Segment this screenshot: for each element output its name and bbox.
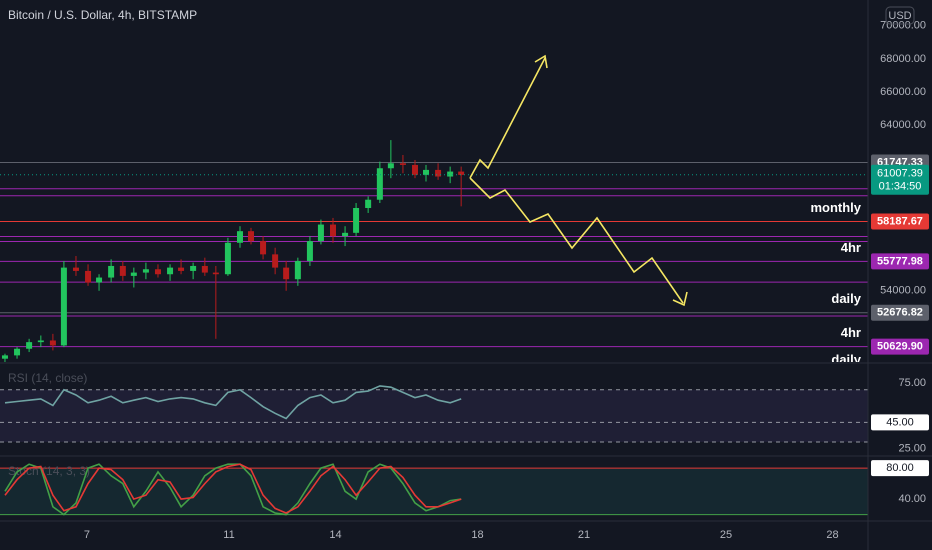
candle-body — [317, 224, 324, 242]
level-note: daily — [831, 352, 861, 367]
candle-body — [329, 224, 336, 237]
candle-body — [387, 163, 394, 169]
indicator-line — [4, 385, 462, 420]
x-tick-label: 21 — [578, 529, 590, 541]
arrow-head — [672, 291, 688, 307]
candle-body — [49, 340, 56, 346]
y-tick-label: 66000.00 — [880, 86, 926, 98]
y-tick-label: 68000.00 — [880, 53, 926, 65]
y-tick-label: 64000.00 — [880, 119, 926, 131]
level-note: 4hr — [841, 240, 861, 255]
y-tick-label: 25.00 — [898, 442, 926, 454]
level-label: 52676.82 — [877, 307, 923, 319]
candle-body — [353, 207, 360, 233]
candle-body — [154, 269, 161, 275]
projection-arrows — [469, 54, 688, 307]
level-label-bg — [871, 253, 929, 270]
candle-body — [260, 241, 267, 255]
candle-body — [96, 277, 103, 283]
indicator-line — [4, 463, 462, 514]
candle-body — [26, 342, 33, 349]
level-label-bg — [871, 213, 929, 230]
candle-body — [167, 267, 174, 275]
y-tick-label: 54000.00 — [880, 285, 926, 297]
candle-body — [212, 272, 219, 275]
indicator-line — [4, 463, 462, 516]
candle-body — [119, 265, 126, 276]
candle-body — [399, 163, 406, 165]
main-pane: monthly 4hr daily 4hr daily — [0, 140, 868, 367]
y-tick-label: 40.00 — [898, 493, 926, 505]
tick-highlight — [871, 414, 929, 431]
arrow-head — [534, 54, 548, 69]
level-note: monthly — [810, 200, 861, 215]
candle-body — [412, 164, 419, 175]
candle-body — [1, 355, 8, 359]
level-label-bg — [871, 304, 929, 321]
candle-body — [283, 267, 290, 280]
last-price-label: 61007.39 — [877, 168, 923, 180]
projection-arrow — [469, 57, 546, 179]
candle-body — [178, 267, 185, 271]
candle-body — [224, 242, 231, 275]
candle-body — [458, 171, 465, 175]
candle-body — [14, 348, 21, 356]
candle-body — [247, 231, 254, 242]
chart-title: Bitcoin / U.S. Dollar, 4h, BITSTAMP — [8, 8, 197, 22]
y-tick-label: 75.00 — [898, 377, 926, 389]
currency-button[interactable] — [885, 6, 915, 25]
candle-body — [201, 265, 208, 273]
x-tick-label: 25 — [720, 529, 732, 541]
candle-body — [365, 199, 372, 208]
candle-body — [294, 260, 301, 280]
pane-title: RSI (14, close) — [8, 371, 87, 385]
x-tick-label: 11 — [223, 529, 234, 541]
y-tick-label: 80.00 — [886, 462, 914, 474]
candle-body — [72, 267, 79, 271]
y-tick-label: 45.00 — [886, 416, 914, 428]
level-label: 55777.98 — [877, 255, 923, 267]
candle-body — [190, 265, 197, 271]
level-note: daily — [831, 291, 861, 306]
level-label: 58187.67 — [877, 215, 923, 227]
currency-label[interactable]: USD — [888, 10, 911, 22]
candle-body — [60, 267, 67, 346]
candle-body — [306, 241, 313, 261]
candle-body — [236, 231, 243, 243]
layers: 7 11 14 18 21 25 28 monthly 4hr daily 4hr daily 7000… — [0, 20, 929, 541]
candle-body — [108, 265, 115, 278]
x-tick-label: 18 — [471, 529, 483, 541]
tick-highlight — [871, 460, 929, 477]
candle-body — [37, 340, 44, 343]
level-label: 50629.90 — [877, 341, 923, 353]
candle-body — [447, 171, 454, 177]
x-tick-label: 7 — [84, 529, 90, 541]
countdown: 01:34:50 — [879, 181, 922, 193]
candle-body — [85, 270, 92, 283]
projection-arrow — [469, 177, 684, 304]
last-price-bg — [871, 164, 929, 195]
candle-body — [342, 232, 349, 237]
x-tick-label: 28 — [826, 529, 838, 541]
candle-body — [435, 169, 442, 177]
candle-body — [423, 169, 430, 175]
candle-body — [142, 269, 149, 273]
y-tick-label: 70000.00 — [880, 20, 926, 32]
candle-body — [376, 168, 383, 200]
level-note: 4hr — [841, 325, 861, 340]
candle-body — [130, 272, 137, 276]
x-tick-label: 14 — [329, 529, 341, 541]
level-label-bg — [871, 338, 929, 355]
candle-body — [272, 254, 279, 268]
